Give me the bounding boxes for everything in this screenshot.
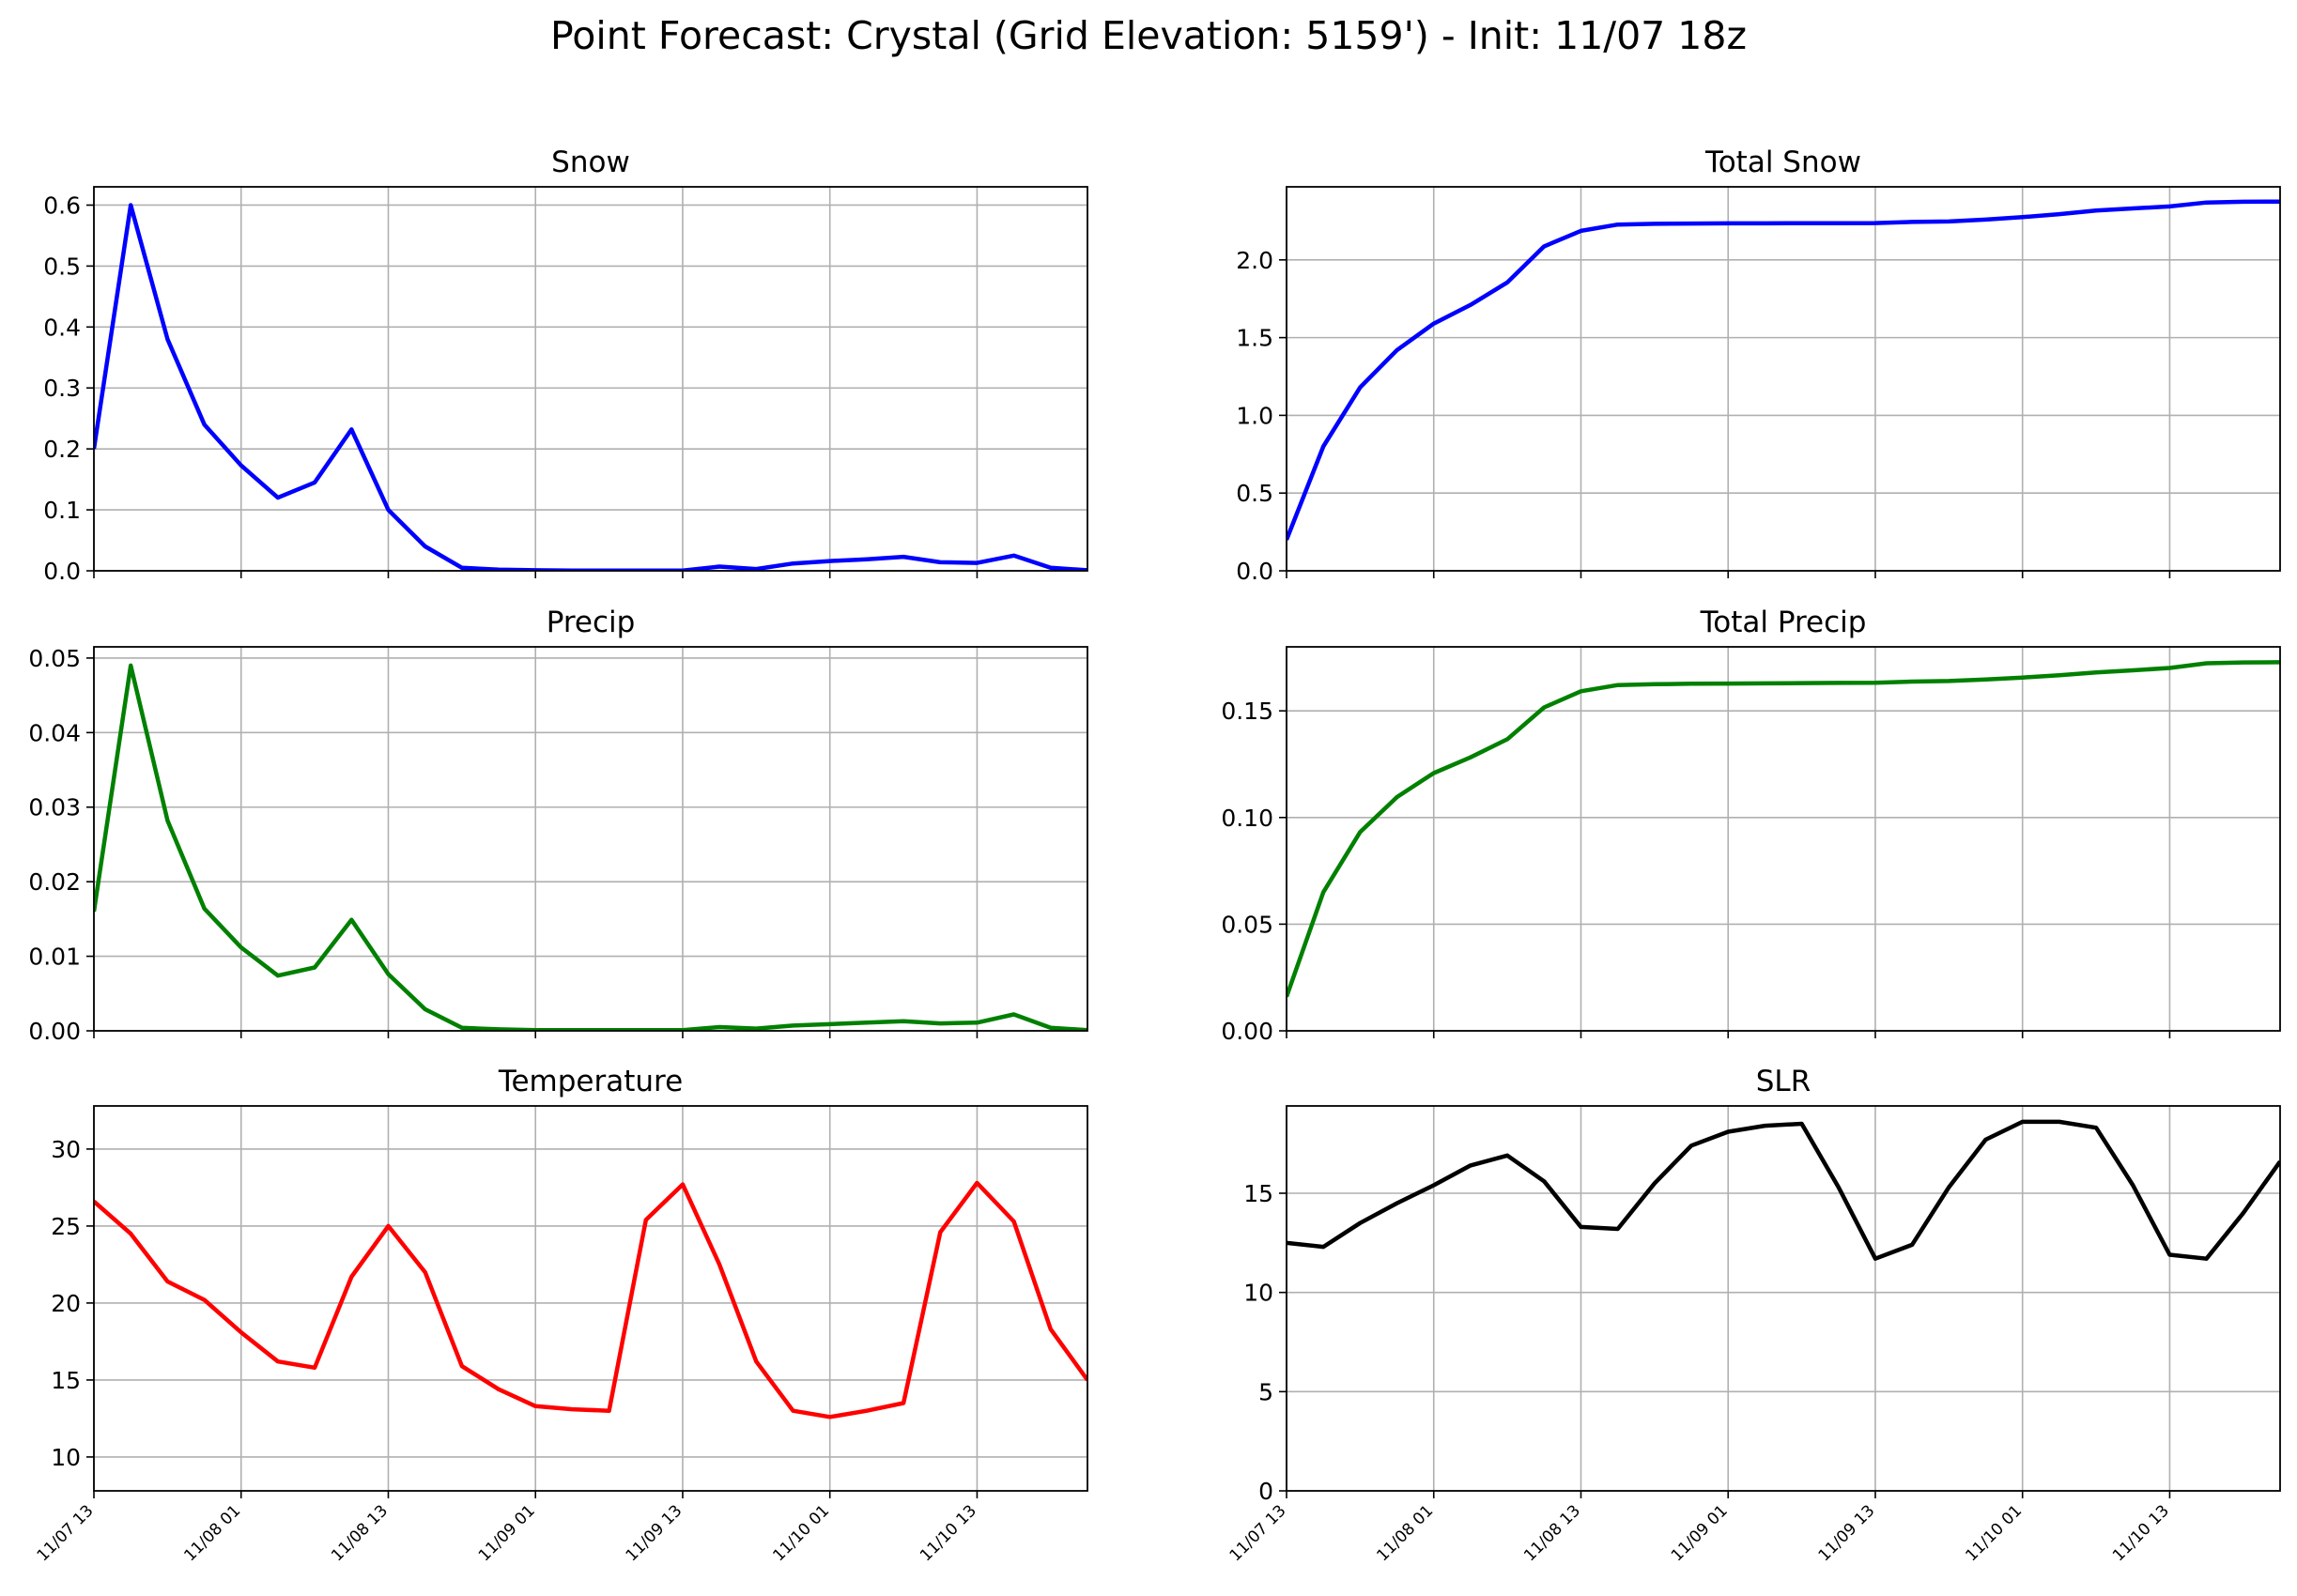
axes-frame xyxy=(93,646,1088,1032)
y-tick-label: 0.04 xyxy=(28,719,81,746)
y-tick-label: 0.03 xyxy=(28,794,81,821)
x-tick-label: 11/07 13 xyxy=(1226,1501,1290,1565)
y-tick-label: 15 xyxy=(51,1367,81,1394)
x-tick-label: 11/10 01 xyxy=(769,1501,833,1565)
x-tick-label: 11/09 13 xyxy=(623,1501,686,1565)
y-tick-label: 0.05 xyxy=(1221,911,1273,938)
y-tick-label: 0.02 xyxy=(28,868,81,896)
panel-4: 0.00 0.05 0.10 0.15 Total Precip xyxy=(1221,606,2281,1045)
y-tick-label: 0.5 xyxy=(1236,480,1273,507)
y-tick-label: 0.3 xyxy=(43,375,81,402)
y-tick-label: 0.00 xyxy=(1221,1018,1273,1045)
y-tick-label: 0.2 xyxy=(43,436,81,463)
x-tick-label: 11/10 13 xyxy=(2109,1501,2173,1565)
y-tick-label: 0.0 xyxy=(1236,558,1273,585)
y-tick-label: 0.1 xyxy=(43,497,81,524)
x-tick-label: 11/10 13 xyxy=(917,1501,980,1565)
x-tick-label: 11/08 13 xyxy=(328,1501,392,1565)
y-tick-label: 0.10 xyxy=(1221,805,1273,832)
series-line-slr xyxy=(1287,1119,2280,1261)
x-tick-label: 11/08 13 xyxy=(1520,1501,1584,1565)
panel-title: Temperature xyxy=(498,1065,683,1098)
panel-title: SLR xyxy=(1756,1065,1811,1098)
y-tick-label: 0.4 xyxy=(43,314,81,341)
series-line-temperature xyxy=(94,1180,1087,1420)
x-tick-label: 11/07 13 xyxy=(34,1501,98,1565)
axes-frame xyxy=(93,186,1088,572)
y-tick-label: 0.5 xyxy=(43,253,81,280)
y-tick-label: 0 xyxy=(1258,1478,1273,1505)
panel-2: 0.0 0.5 1.0 1.5 2.0 Total Snow xyxy=(1236,146,2281,585)
y-tick-label: 30 xyxy=(51,1136,81,1163)
y-tick-label: 5 xyxy=(1258,1378,1273,1405)
x-tick-label: 11/09 01 xyxy=(1668,1501,1732,1565)
series-line-total-snow xyxy=(1287,199,2280,541)
x-tick-label: 11/09 01 xyxy=(475,1501,539,1565)
axes-frame xyxy=(93,1105,1088,1492)
y-tick-label: 20 xyxy=(51,1290,81,1317)
x-tick-label: 11/08 01 xyxy=(180,1501,244,1565)
x-tick-label: 11/09 13 xyxy=(1815,1501,1879,1565)
y-tick-label: 1.5 xyxy=(1236,325,1273,352)
panel-6: 11/07 13 11/08 01 11/08 13 11/09 01 11/09 13… xyxy=(1226,1065,2281,1565)
panel-title: Total Precip xyxy=(1700,606,1867,639)
axes-frame xyxy=(1286,646,2281,1032)
x-tick-label: 11/08 01 xyxy=(1373,1501,1437,1565)
y-tick-label: 1.0 xyxy=(1236,402,1273,429)
panel-1: 0.0 0.1 0.2 0.3 0.4 0.5 0.6 Snow xyxy=(43,146,1088,585)
y-tick-label: 10 xyxy=(51,1444,81,1471)
series-line-precip xyxy=(94,663,1087,1031)
panel-title: Total Snow xyxy=(1704,146,1861,179)
series-line-total-precip xyxy=(1287,660,2280,998)
y-tick-label: 0.01 xyxy=(28,944,81,971)
y-tick-label: 0.6 xyxy=(43,192,81,219)
panel-3: 0.00 0.01 0.02 0.03 0.04 0.05 Precip xyxy=(28,606,1088,1045)
y-tick-label: 0.00 xyxy=(28,1018,81,1045)
y-tick-label: 15 xyxy=(1243,1180,1273,1207)
y-tick-label: 2.0 xyxy=(1236,247,1273,274)
y-tick-label: 10 xyxy=(1243,1280,1273,1307)
axes-frame xyxy=(1286,1105,2281,1492)
y-tick-label: 0.15 xyxy=(1221,698,1273,725)
y-tick-label: 0.0 xyxy=(43,558,81,585)
panel-5: 11/07 13 11/08 01 11/08 13 11/09 01 11/09 13… xyxy=(34,1065,1088,1565)
y-tick-label: 0.05 xyxy=(28,645,81,672)
x-tick-label: 11/10 01 xyxy=(1962,1501,2026,1565)
y-tick-label: 25 xyxy=(51,1213,81,1240)
panel-title: Snow xyxy=(551,146,630,179)
axes-frame xyxy=(1286,186,2281,572)
panel-title: Precip xyxy=(547,606,636,639)
figure-title: Point Forecast: Crystal (Grid Elevation:… xyxy=(549,13,1747,58)
